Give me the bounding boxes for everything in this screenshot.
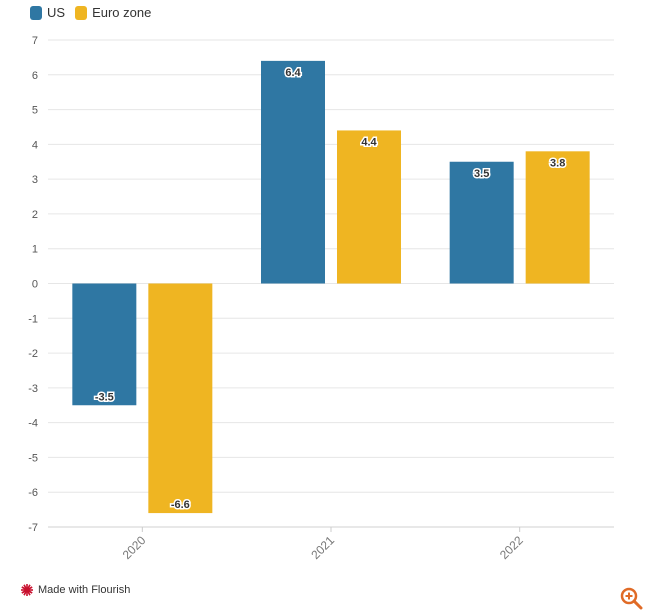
bar-euro-zone-2022 [525, 151, 590, 284]
data-label: 6.4 [285, 67, 301, 79]
y-tick-label: 3 [32, 174, 38, 186]
y-tick-label: -4 [28, 418, 38, 430]
data-label: 3.8 [550, 157, 565, 169]
data-label: 3.5 [474, 168, 489, 180]
y-tick-label: -7 [28, 522, 38, 534]
y-tick-label: -2 [28, 348, 38, 360]
legend-swatch-us [30, 5, 42, 20]
y-tick-label: 1 [32, 244, 38, 256]
legend-label-euro-zone: Euro zone [92, 5, 152, 20]
y-tick-label: -6 [28, 487, 38, 499]
y-tick-label: 7 [32, 35, 38, 47]
bar-us-2022 [449, 161, 514, 284]
y-tick-label: -1 [28, 313, 38, 325]
y-tick-label: 0 [32, 279, 38, 291]
flourish-credit-link[interactable]: Made with Flourish [20, 583, 130, 597]
y-tick-label: 2 [32, 209, 38, 221]
bar-us-2020 [72, 283, 137, 406]
legend-item-us[interactable]: US [30, 5, 65, 20]
y-tick-label: -3 [28, 383, 38, 395]
data-label: -6.6 [171, 499, 190, 511]
legend: US Euro zone [30, 5, 151, 20]
legend-swatch-euro-zone [75, 5, 88, 20]
y-tick-label: 4 [32, 139, 38, 151]
bar-us-2021 [261, 60, 325, 284]
y-tick-label: 5 [32, 105, 38, 117]
y-tick-label: 6 [32, 70, 38, 82]
bar-euro-zone-2021 [337, 130, 401, 284]
x-tick-label: 2022 [497, 533, 526, 562]
bar-euro-zone-2020 [148, 283, 213, 514]
y-tick-label: -5 [28, 452, 38, 464]
x-tick-label: 2020 [120, 533, 149, 562]
legend-label-us: US [47, 5, 66, 20]
data-label: -3.5 [95, 391, 114, 403]
zoom-in-icon[interactable] [619, 586, 643, 610]
x-tick-label: 2021 [308, 533, 337, 562]
legend-item-euro-zone[interactable]: Euro zone [75, 5, 151, 20]
flourish-credit-label: Made with Flourish [38, 584, 131, 596]
flourish-logo-icon [21, 584, 33, 596]
bar-chart: 7 6 5 4 3 2 1 0 -1 -2 -3 -4 -5 -6 -7 2020 -3.5 -6.6 2021 6.… [28, 35, 614, 562]
data-label: 4.4 [361, 136, 377, 148]
